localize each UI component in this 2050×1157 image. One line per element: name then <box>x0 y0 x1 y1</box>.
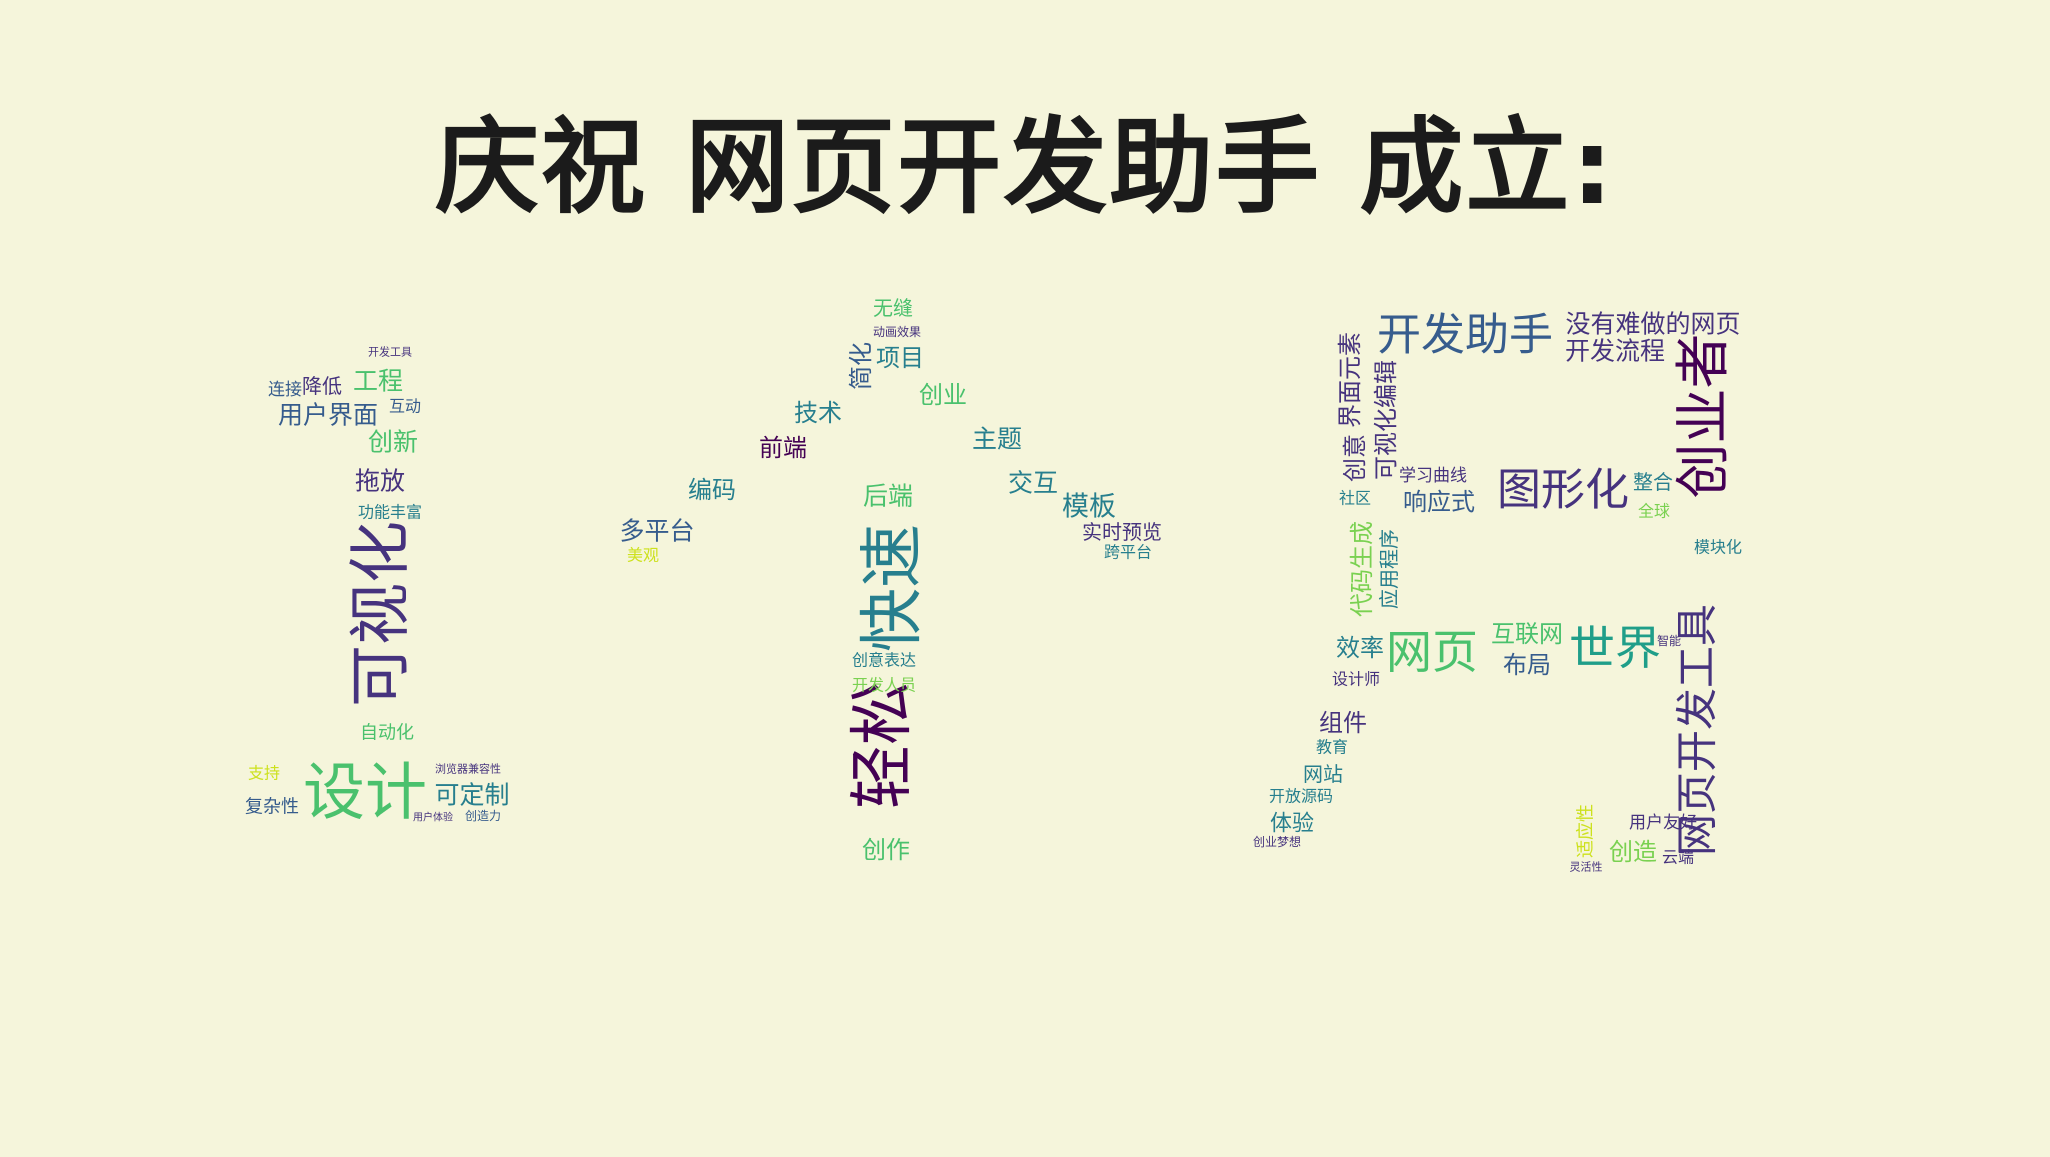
word-16: 复杂性 <box>245 797 299 818</box>
word-61: 智能 <box>1657 633 1681 648</box>
word-57: 网页 <box>1386 625 1478 679</box>
word-29: 交互 <box>1008 469 1058 498</box>
word-9: 功能丰富 <box>358 503 422 522</box>
word-2: 连接 <box>268 380 302 400</box>
word-27: 编码 <box>688 476 736 504</box>
word-70: 用户友好 <box>1629 813 1697 833</box>
word-72: 创造 <box>1609 838 1657 866</box>
word-8: 拖放 <box>355 467 405 496</box>
word-43: 创业者 <box>1671 333 1735 498</box>
word-35: 快速 <box>856 524 930 652</box>
word-66: 网站 <box>1303 762 1343 786</box>
word-32: 实时预览 <box>1082 520 1162 544</box>
word-67: 开放源码 <box>1269 787 1333 806</box>
word-31: 多平台 <box>619 517 694 546</box>
word-56: 效率 <box>1336 634 1384 662</box>
word-48: 图形化 <box>1497 465 1629 516</box>
word-51: 社区 <box>1339 489 1371 508</box>
word-64: 组件 <box>1319 709 1367 737</box>
word-63: 设计师 <box>1332 670 1380 689</box>
word-42: 开发流程 <box>1565 337 1665 366</box>
word-65: 教育 <box>1316 738 1348 757</box>
word-68: 体验 <box>1270 812 1314 837</box>
word-14: 浏览器兼容性 <box>435 762 501 776</box>
word-19: 无缝 <box>873 296 913 320</box>
word-25: 主题 <box>972 425 1022 454</box>
word-17: 用户体验 <box>413 811 453 824</box>
word-49: 整合 <box>1633 470 1673 494</box>
word-36: 轻松 <box>846 681 920 809</box>
page-title: 庆祝 网页开发助手 成立: <box>434 106 1615 228</box>
word-58: 互联网 <box>1491 620 1563 648</box>
word-26: 前端 <box>759 434 807 462</box>
word-37: 创意表达 <box>852 651 916 670</box>
word-71: 适应性 <box>1576 804 1597 858</box>
word-15: 支持 <box>248 764 280 783</box>
word-6: 用户界面 <box>278 401 378 430</box>
word-44: 界面元素 <box>1336 332 1364 428</box>
word-41: 没有难做的网页 <box>1565 310 1740 339</box>
word-39: 创作 <box>862 836 910 864</box>
word-69: 创业梦想 <box>1253 834 1301 849</box>
word-60: 布局 <box>1503 651 1551 679</box>
word-18: 创造力 <box>465 809 501 823</box>
word-50: 响应式 <box>1403 488 1475 516</box>
word-13: 可定制 <box>434 781 509 810</box>
word-1: 开发工具 <box>368 345 412 359</box>
word-10: 可视化 <box>344 521 417 707</box>
word-20: 动画效果 <box>873 324 921 339</box>
word-11: 自动化 <box>360 723 414 744</box>
word-54: 代码生成 <box>1348 521 1376 617</box>
word-74: 灵活性 <box>1570 860 1603 874</box>
word-5: 互动 <box>389 397 421 416</box>
word-73: 云端 <box>1662 848 1694 867</box>
word-55: 应用程序 <box>1377 529 1401 609</box>
word-12: 设计 <box>303 756 427 829</box>
word-21: 简化 <box>847 342 875 390</box>
word-23: 创业 <box>919 381 967 409</box>
word-24: 技术 <box>794 399 842 427</box>
word-62: 网页开发工具 <box>1673 604 1722 856</box>
word-38: 开发人员 <box>852 676 916 695</box>
word-3: 降低 <box>302 374 342 398</box>
word-47: 学习曲线 <box>1399 466 1467 486</box>
word-46: 创意 <box>1341 434 1369 482</box>
word-45: 可视化编辑 <box>1372 360 1400 480</box>
word-59: 世界 <box>1569 621 1661 675</box>
word-33: 跨平台 <box>1104 543 1152 562</box>
word-52: 全球 <box>1638 502 1670 521</box>
word-7: 创新 <box>368 428 418 457</box>
word-30: 模板 <box>1062 492 1116 523</box>
word-4: 工程 <box>353 367 403 396</box>
word-28: 后端 <box>863 482 913 511</box>
word-40: 开发助手 <box>1377 310 1553 361</box>
word-34: 美观 <box>627 546 659 565</box>
word-22: 项目 <box>876 344 924 372</box>
word-53: 模块化 <box>1694 538 1742 557</box>
